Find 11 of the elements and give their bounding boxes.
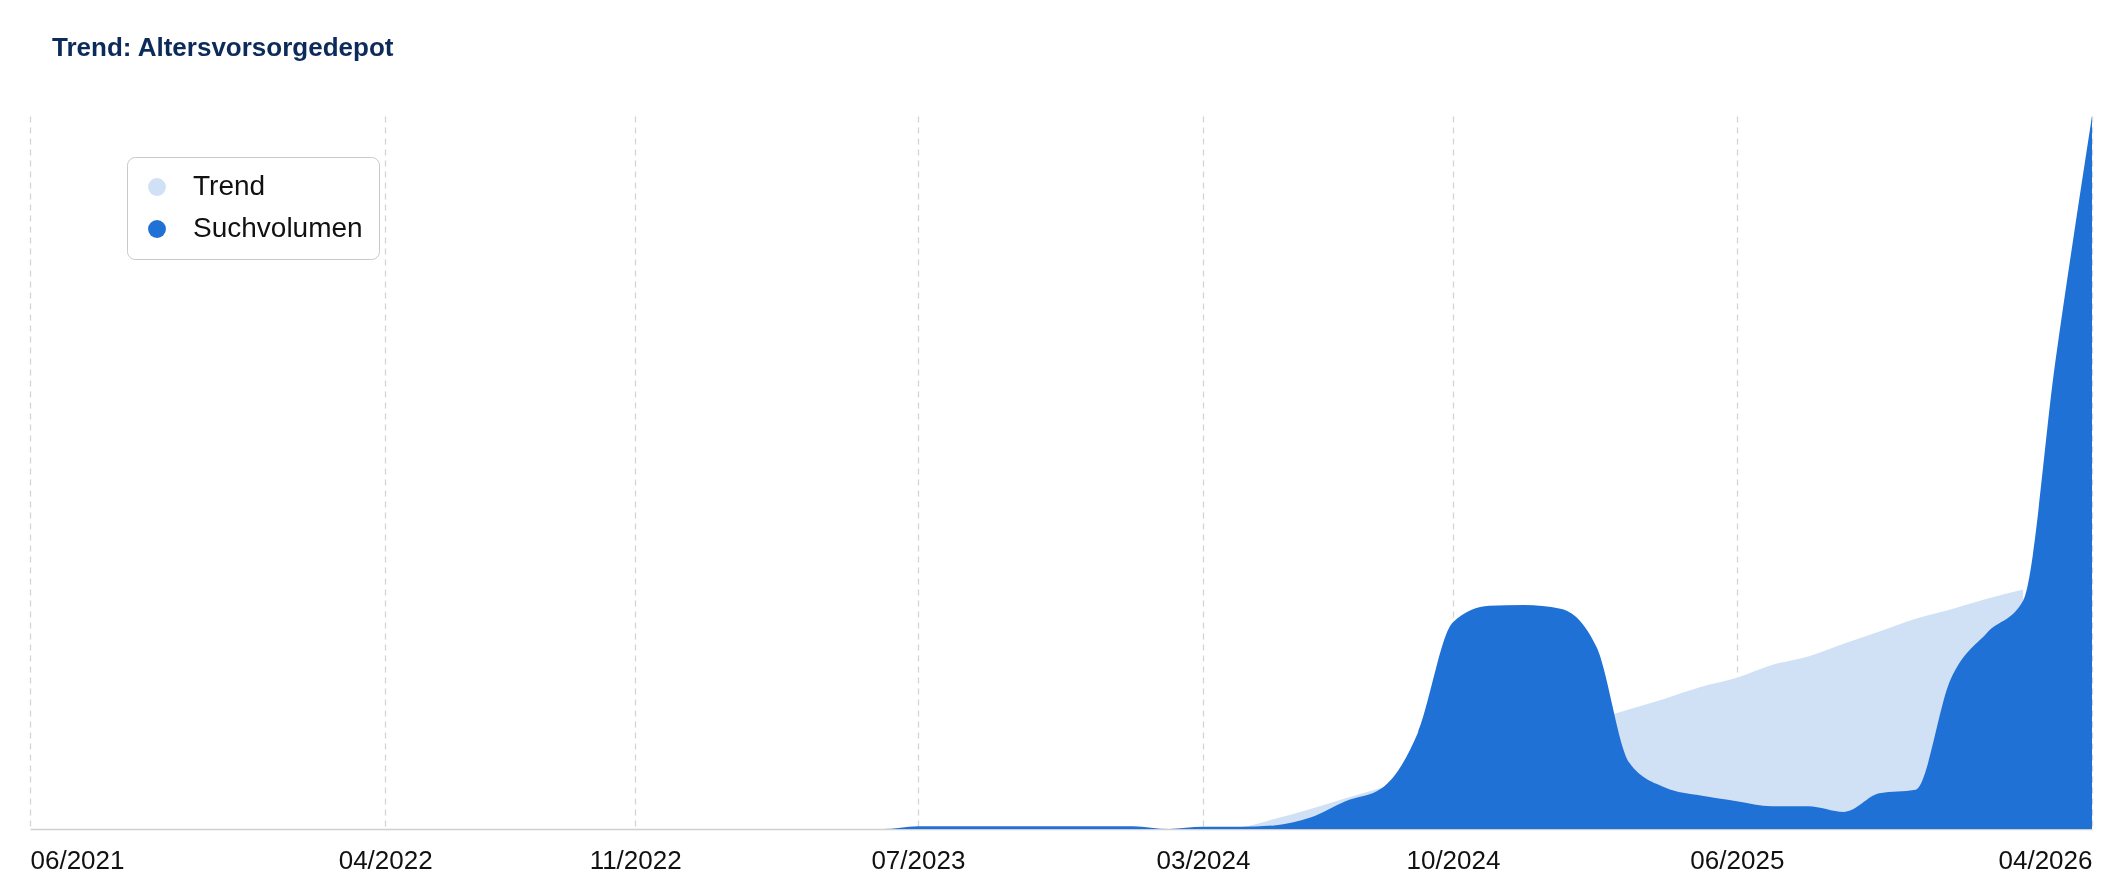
legend-label: Trend (193, 170, 266, 201)
x-tick-label: 07/2023 (871, 844, 966, 875)
chart-title: Trend: Altersvorsorgedepot (52, 32, 394, 62)
x-tick-label: 03/2024 (1156, 844, 1251, 875)
x-tick-label: 11/2022 (589, 844, 682, 875)
x-tick-label: 06/2025 (1690, 844, 1785, 875)
x-tick-label: 06/2021 (30, 844, 125, 875)
x-tick-label: 10/2024 (1406, 844, 1501, 875)
legend-label: Suchvolumen (193, 212, 363, 243)
x-tick-label: 04/2022 (338, 844, 433, 875)
x-tick-label: 04/2026 (1998, 844, 2093, 875)
